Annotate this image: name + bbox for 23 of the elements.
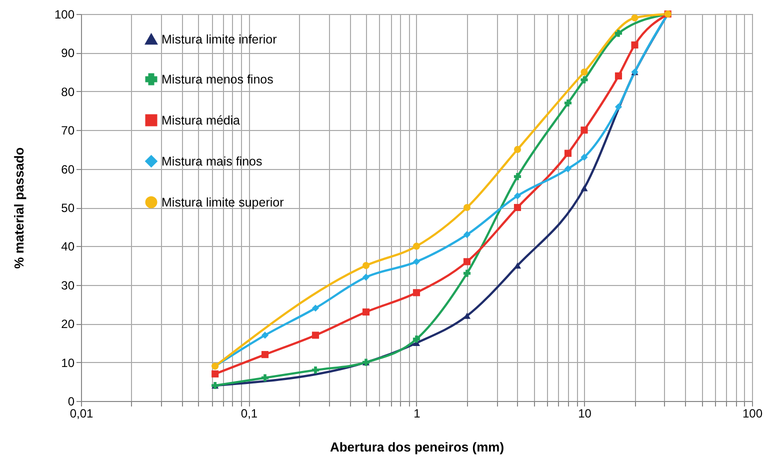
y-tick-label: 70 bbox=[61, 124, 75, 138]
x-tick-label: 0,1 bbox=[240, 406, 258, 420]
y-tick-label: 40 bbox=[61, 240, 75, 254]
x-tick-label: 1 bbox=[414, 406, 421, 420]
y-tick-label: 30 bbox=[61, 278, 75, 292]
legend-label: Mistura média bbox=[162, 113, 240, 128]
y-tick-label: 0 bbox=[68, 394, 75, 408]
x-tick-label: 10 bbox=[578, 406, 592, 420]
y-tick-label: 60 bbox=[61, 162, 75, 176]
y-tick-label: 20 bbox=[61, 317, 75, 332]
legend-label: Mistura limite inferior bbox=[162, 32, 277, 46]
legend-label: Mistura mais finos bbox=[162, 154, 262, 168]
x-axis-title: Abertura dos peneiros (mm) bbox=[330, 440, 504, 454]
legend-label: Mistura limite superior bbox=[162, 195, 284, 210]
y-tick-label: 80 bbox=[61, 84, 75, 99]
y-tick-label: 10 bbox=[61, 356, 75, 370]
y-tick-label: 100 bbox=[54, 8, 75, 22]
y-tick-label: 50 bbox=[61, 201, 75, 215]
x-tick-label: 0,01 bbox=[70, 406, 94, 420]
x-tick-label: 100 bbox=[742, 406, 763, 420]
legend-label: Mistura menos finos bbox=[162, 72, 274, 86]
y-axis-title: % material passado bbox=[11, 147, 26, 269]
y-tick-label: 90 bbox=[61, 46, 75, 60]
